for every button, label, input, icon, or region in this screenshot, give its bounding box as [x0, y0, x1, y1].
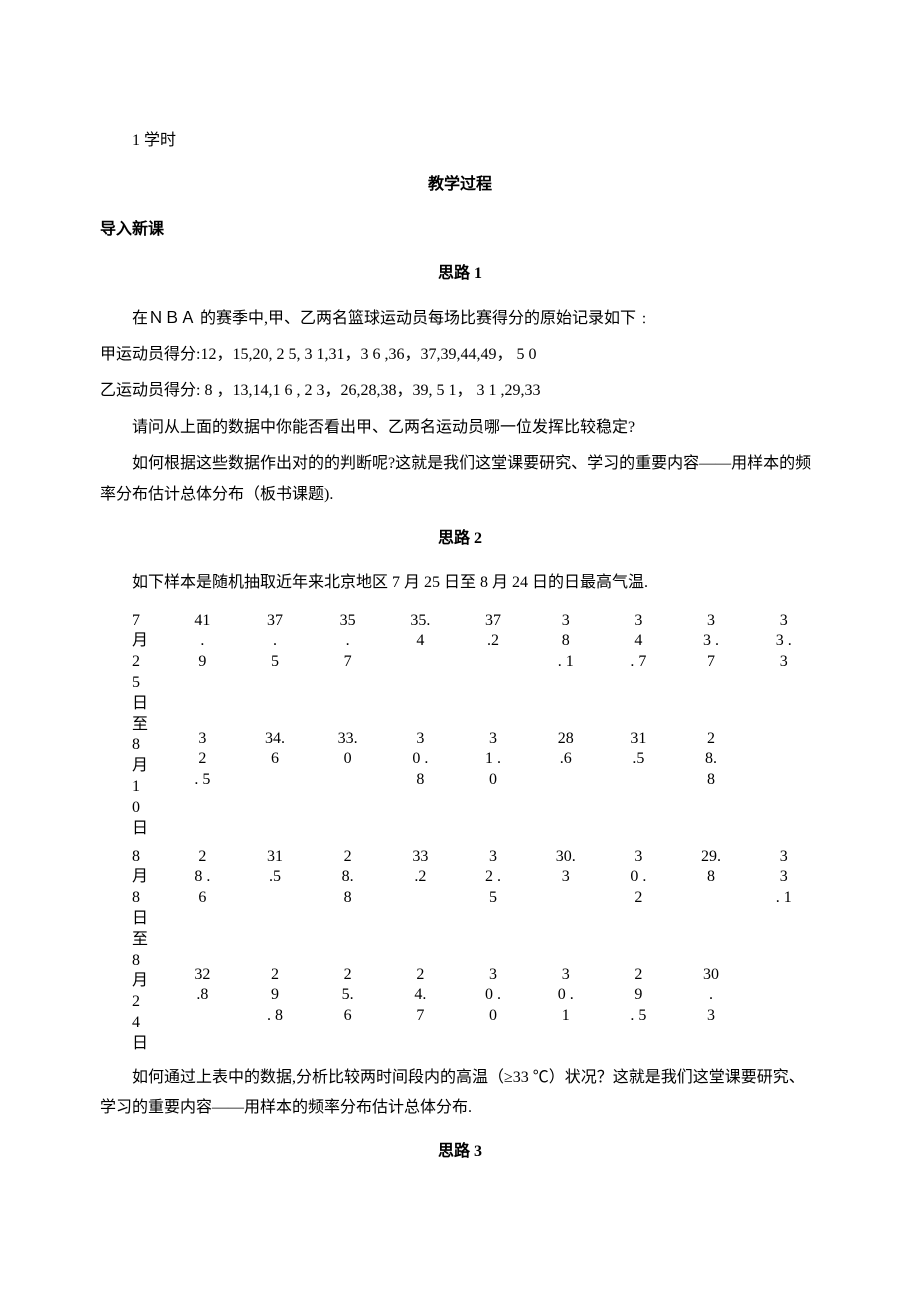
table-cell: 29. 8 [239, 961, 312, 1053]
table-col: 38. 1 28.6 30.3 30 .1 [529, 607, 602, 1055]
table-cell: 34.6 [239, 725, 312, 843]
table-cell: 28.8 [675, 725, 748, 843]
table-cell: 35.7 [311, 607, 384, 725]
table-col: 33 .3 33. 1 [747, 607, 820, 1055]
table-cell: 35.4 [384, 607, 457, 725]
table-cell: 33. 1 [747, 843, 820, 961]
table-cell: 37.5 [239, 607, 312, 725]
table-cell: 38. 1 [529, 607, 602, 725]
table-cell: 33 .7 [675, 607, 748, 725]
table-col: 37.2 31 .0 32 .5 30 .0 [457, 607, 530, 1055]
table-cell: 33.2 [384, 843, 457, 961]
table-cell: 28.6 [529, 725, 602, 843]
s1-para-4: 请问从上面的数据中你能否看出甲、乙两名运动员哪一位发挥比较稳定? [100, 413, 820, 443]
table-cell: 34. 7 [602, 607, 675, 725]
table-cell: 33 .3 [747, 607, 820, 725]
table-cell: 37.2 [457, 607, 530, 725]
table-cell: 33.0 [311, 725, 384, 843]
table-cell: 31.5 [239, 843, 312, 961]
thought-1-heading: 思路 1 [100, 259, 820, 289]
table-cell: 30.3 [529, 843, 602, 961]
s2-para-1: 如下样本是随机抽取近年来北京地区 7 月 25 日至 8 月 24 日的日最高气… [100, 568, 820, 598]
table-cell: 30 .0 [457, 961, 530, 1053]
table-cell: 31.5 [602, 725, 675, 843]
section-intro-heading: 导入新课 [100, 215, 820, 245]
table-col: 37.5 34.6 31.5 29. 8 [239, 607, 312, 1055]
table-cell: 32 .5 [457, 843, 530, 961]
table-cell: 30.3 [675, 961, 748, 1053]
table-cell: 25.6 [311, 961, 384, 1053]
table-cell: 32.8 [166, 961, 239, 1053]
table-cell: 31 .0 [457, 725, 530, 843]
thought-3-heading: 思路 3 [100, 1137, 820, 1167]
thought-2-heading: 思路 2 [100, 524, 820, 554]
table-cell: 29. 5 [602, 961, 675, 1053]
table-cell: 28.8 [311, 843, 384, 961]
table-cell: 30 .8 [384, 725, 457, 843]
table-cell [747, 961, 820, 1053]
table-row-headers: 7月25日至8月10日 8月8日至8月24日 [132, 607, 166, 1055]
row-header-2: 8月8日至8月24日 [132, 843, 166, 1055]
table-cell: 30 .1 [529, 961, 602, 1053]
table-data-cols: 41.9 32. 5 28 .6 32.8 37.5 34.6 31.5 29.… [166, 607, 820, 1055]
table-cell: 28 .6 [166, 843, 239, 961]
s1-para-1: 在ＮＢＡ 的赛季中,甲、乙两名篮球运动员每场比赛得分的原始记录如下﹕ [100, 304, 820, 334]
row-header-1: 7月25日至8月10日 [132, 607, 166, 843]
table-col: 41.9 32. 5 28 .6 32.8 [166, 607, 239, 1055]
table-col: 35.4 30 .8 33.2 24.7 [384, 607, 457, 1055]
table-cell: 29.8 [675, 843, 748, 961]
intro-line: 1 学时 [100, 126, 820, 156]
s1-para-5: 如何根据这些数据作出对的的判断呢?这就是我们这堂课要研究、学习的重要内容——用样… [100, 449, 820, 510]
s1-para-3: 乙运动员得分: 8 ，13,14,1 6 , 2 3，26,28,38，39, … [100, 376, 820, 406]
table-col: 35.7 33.0 28.8 25.6 [311, 607, 384, 1055]
table-cell: 32. 5 [166, 725, 239, 843]
temperature-table: 7月25日至8月10日 8月8日至8月24日 41.9 32. 5 28 .6 … [132, 607, 820, 1055]
table-col: 34. 7 31.5 30 .2 29. 5 [602, 607, 675, 1055]
table-cell [747, 725, 820, 843]
document-page: 1 学时 教学过程 导入新课 思路 1 在ＮＢＡ 的赛季中,甲、乙两名篮球运动员… [0, 0, 920, 1302]
table-cell: 41.9 [166, 607, 239, 725]
table-cell: 24.7 [384, 961, 457, 1053]
s2-para-2: 如何通过上表中的数据,分析比较两时间段内的高温（≥33 ℃）状况？这就是我们这堂… [100, 1063, 820, 1124]
s1-para-2: 甲运动员得分:12，15,20, 2 5, 3 1,31，3 6 ,36，37,… [100, 340, 820, 370]
section-process-heading: 教学过程 [100, 170, 820, 200]
table-cell: 30 .2 [602, 843, 675, 961]
table-col: 33 .7 28.8 29.8 30.3 [675, 607, 748, 1055]
